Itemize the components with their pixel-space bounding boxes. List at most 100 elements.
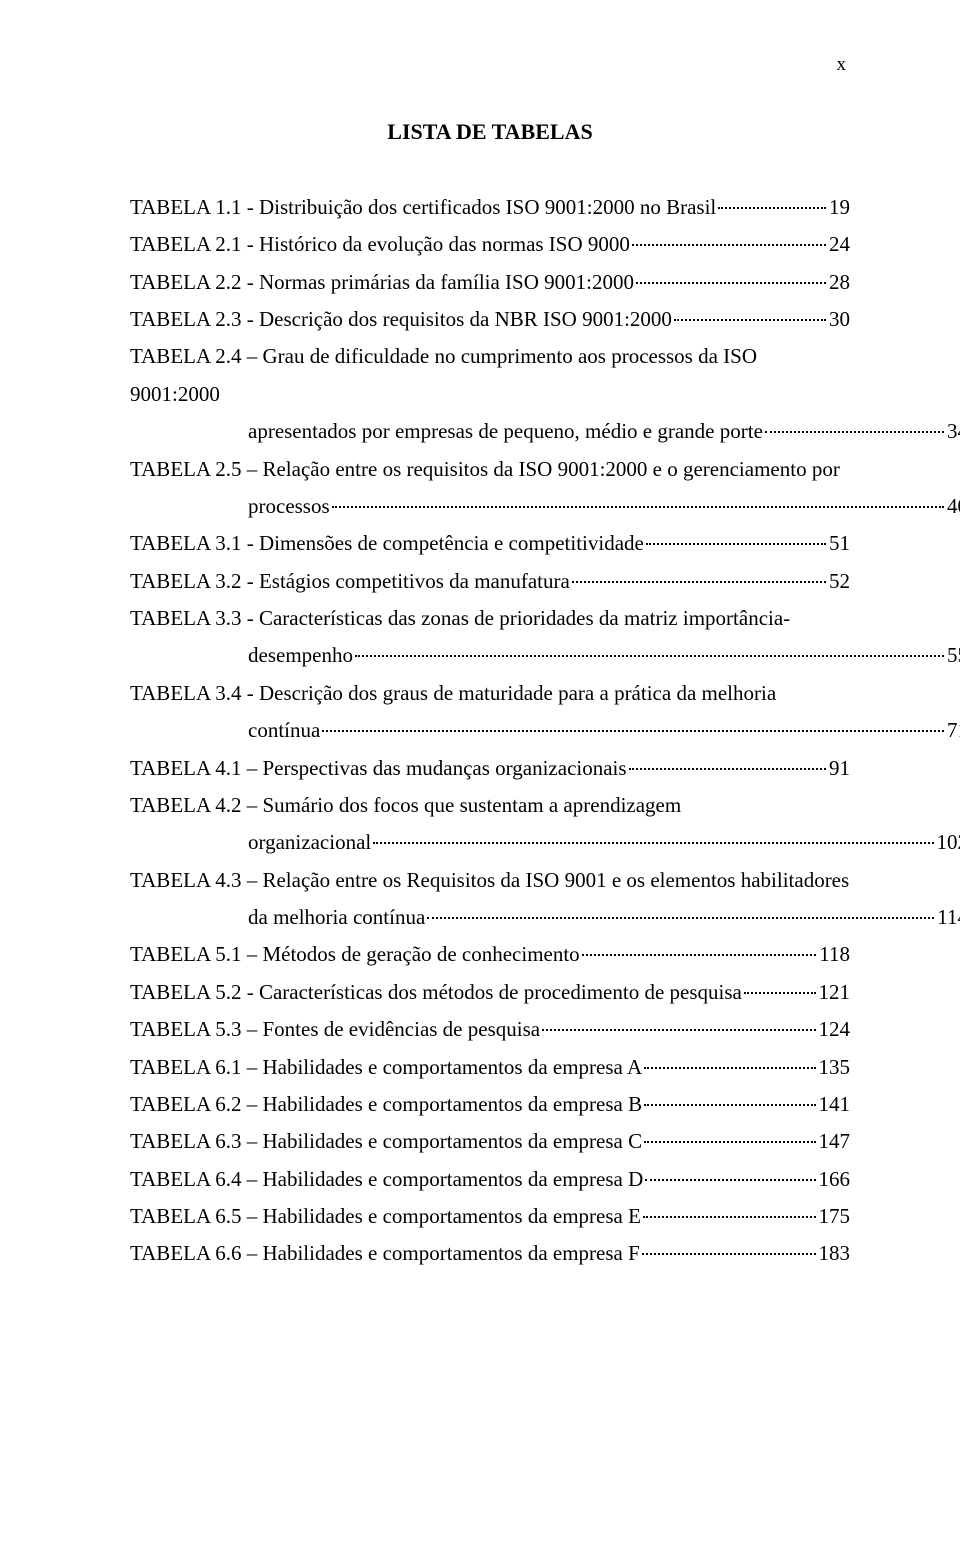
toc-entry-label: TABELA 5.1 – Métodos de geração de conhe… [130, 936, 580, 973]
toc-leader-dots [674, 301, 826, 321]
toc-entry: TABELA 6.3 – Habilidades e comportamento… [130, 1123, 850, 1160]
toc-entry-page: 55 [946, 637, 960, 674]
toc-leader-dots [632, 227, 826, 247]
toc-entry: TABELA 5.3 – Fontes de evidências de pes… [130, 1011, 850, 1048]
toc-leader-dots [744, 974, 816, 994]
page-number: x [130, 48, 846, 82]
toc-entry-page: 135 [818, 1049, 851, 1086]
toc-entry: TABELA 4.3 – Relação entre os Requisitos… [130, 862, 850, 899]
toc-leader-dots [332, 488, 944, 508]
toc-entry: TABELA 4.1 – Perspectivas das mudanças o… [130, 750, 850, 787]
toc-entry-page: 34 [946, 413, 960, 450]
page-container: x LISTA DE TABELAS TABELA 1.1 - Distribu… [0, 0, 960, 1548]
toc-entry: TABELA 2.3 - Descrição dos requisitos da… [130, 301, 850, 338]
toc-entry-label: TABELA 3.3 - Características das zonas d… [130, 606, 790, 630]
toc-entry-continuation: desempenho 55 [130, 637, 960, 674]
toc-entry: TABELA 6.1 – Habilidades e comportamento… [130, 1049, 850, 1086]
toc-entry-page: 102 [936, 824, 960, 861]
toc-entry-label: TABELA 5.3 – Fontes de evidências de pes… [130, 1011, 540, 1048]
toc-entry-label: TABELA 6.2 – Habilidades e comportamento… [130, 1086, 642, 1123]
toc-entry: TABELA 3.3 - Características das zonas d… [130, 600, 850, 637]
toc-leader-dots [642, 1236, 816, 1256]
toc-entry: TABELA 2.4 – Grau de dificuldade no cump… [130, 338, 850, 413]
toc-entry-page: 166 [818, 1161, 851, 1198]
toc-entry: TABELA 2.5 – Relação entre os requisitos… [130, 451, 850, 488]
toc-leader-dots [322, 712, 944, 732]
toc-entry: TABELA 5.1 – Métodos de geração de conhe… [130, 936, 850, 973]
toc-entry-label: TABELA 2.3 - Descrição dos requisitos da… [130, 301, 672, 338]
toc-entry-label: TABELA 2.4 – Grau de dificuldade no cump… [130, 344, 757, 405]
toc-leader-dots [427, 899, 934, 919]
toc-leader-dots [718, 189, 826, 209]
toc-entry-label: TABELA 6.4 – Habilidades e comportamento… [130, 1161, 643, 1198]
toc-leader-dots [643, 1198, 816, 1218]
toc-entry-page: 124 [818, 1011, 851, 1048]
toc-leader-dots [542, 1011, 815, 1031]
toc-entry-label: TABELA 4.1 – Perspectivas das mudanças o… [130, 750, 627, 787]
toc-leader-dots [373, 825, 933, 845]
toc-entry-label: TABELA 2.2 - Normas primárias da família… [130, 264, 634, 301]
toc-leader-dots [629, 750, 826, 770]
toc-leader-dots [644, 1086, 815, 1106]
toc-entry-label: TABELA 3.4 - Descrição dos graus de matu… [130, 681, 776, 705]
toc-entry-page: 141 [818, 1086, 851, 1123]
toc-entry-page: 118 [818, 936, 850, 973]
table-of-contents: TABELA 1.1 - Distribuição dos certificad… [130, 189, 850, 1273]
toc-entry-label: TABELA 3.2 - Estágios competitivos da ma… [130, 563, 570, 600]
toc-entry: TABELA 2.2 - Normas primárias da família… [130, 264, 850, 301]
toc-entry-page: 24 [828, 226, 850, 263]
toc-entry-continuation-text: organizacional [248, 824, 371, 861]
toc-leader-dots [645, 1161, 815, 1181]
toc-entry-label: TABELA 4.2 – Sumário dos focos que suste… [130, 793, 681, 817]
toc-entry-continuation: apresentados por empresas de pequeno, mé… [130, 413, 960, 450]
toc-entry-continuation-text: desempenho [248, 637, 353, 674]
toc-leader-dots [355, 638, 944, 658]
toc-entry-continuation: da melhoria contínua 114 [130, 899, 960, 936]
toc-entry-continuation: processos 40 [130, 488, 960, 525]
toc-entry-label: TABELA 6.6 – Habilidades e comportamento… [130, 1235, 640, 1272]
toc-entry-page: 19 [828, 189, 850, 226]
toc-entry-page: 114 [936, 899, 960, 936]
toc-leader-dots [644, 1049, 815, 1069]
toc-entry: TABELA 3.4 - Descrição dos graus de matu… [130, 675, 850, 712]
toc-leader-dots [646, 526, 826, 546]
toc-entry-label: TABELA 6.3 – Habilidades e comportamento… [130, 1123, 642, 1160]
toc-entry-continuation: contínua 71 [130, 712, 960, 749]
toc-entry: TABELA 6.2 – Habilidades e comportamento… [130, 1086, 850, 1123]
toc-entry-page: 147 [818, 1123, 851, 1160]
toc-entry-page: 183 [818, 1235, 851, 1272]
toc-entry: TABELA 6.4 – Habilidades e comportamento… [130, 1161, 850, 1198]
toc-entry: TABELA 2.1 - Histórico da evolução das n… [130, 226, 850, 263]
toc-entry-continuation: organizacional 102 [130, 824, 960, 861]
toc-entry-continuation-text: contínua [248, 712, 320, 749]
toc-entry-page: 175 [818, 1198, 851, 1235]
toc-entry-continuation-text: da melhoria contínua [248, 899, 425, 936]
toc-leader-dots [582, 937, 817, 957]
toc-entry: TABELA 5.2 - Características dos métodos… [130, 974, 850, 1011]
toc-leader-dots [636, 264, 826, 284]
toc-entry: TABELA 3.1 - Dimensões de competência e … [130, 525, 850, 562]
toc-entry-page: 28 [828, 264, 850, 301]
toc-entry-continuation-text: apresentados por empresas de pequeno, mé… [248, 413, 763, 450]
toc-entry-page: 71 [946, 712, 960, 749]
toc-entry-page: 40 [946, 488, 960, 525]
toc-entry-label: TABELA 6.5 – Habilidades e comportamento… [130, 1198, 641, 1235]
toc-leader-dots [644, 1124, 815, 1144]
toc-entry: TABELA 3.2 - Estágios competitivos da ma… [130, 563, 850, 600]
toc-entry-page: 121 [818, 974, 851, 1011]
page-title: LISTA DE TABELAS [130, 112, 850, 151]
toc-entry-continuation-text: processos [248, 488, 330, 525]
toc-entry-page: 52 [828, 563, 850, 600]
toc-entry-page: 91 [828, 750, 850, 787]
toc-entry: TABELA 1.1 - Distribuição dos certificad… [130, 189, 850, 226]
toc-entry-page: 51 [828, 525, 850, 562]
toc-entry-page: 30 [828, 301, 850, 338]
toc-entry: TABELA 6.5 – Habilidades e comportamento… [130, 1198, 850, 1235]
toc-entry-label: TABELA 6.1 – Habilidades e comportamento… [130, 1049, 642, 1086]
toc-entry-label: TABELA 4.3 – Relação entre os Requisitos… [130, 868, 849, 892]
toc-entry-label: TABELA 2.1 - Histórico da evolução das n… [130, 226, 630, 263]
toc-entry-label: TABELA 5.2 - Características dos métodos… [130, 974, 742, 1011]
toc-leader-dots [572, 563, 826, 583]
toc-entry: TABELA 6.6 – Habilidades e comportamento… [130, 1235, 850, 1272]
toc-leader-dots [765, 413, 944, 433]
